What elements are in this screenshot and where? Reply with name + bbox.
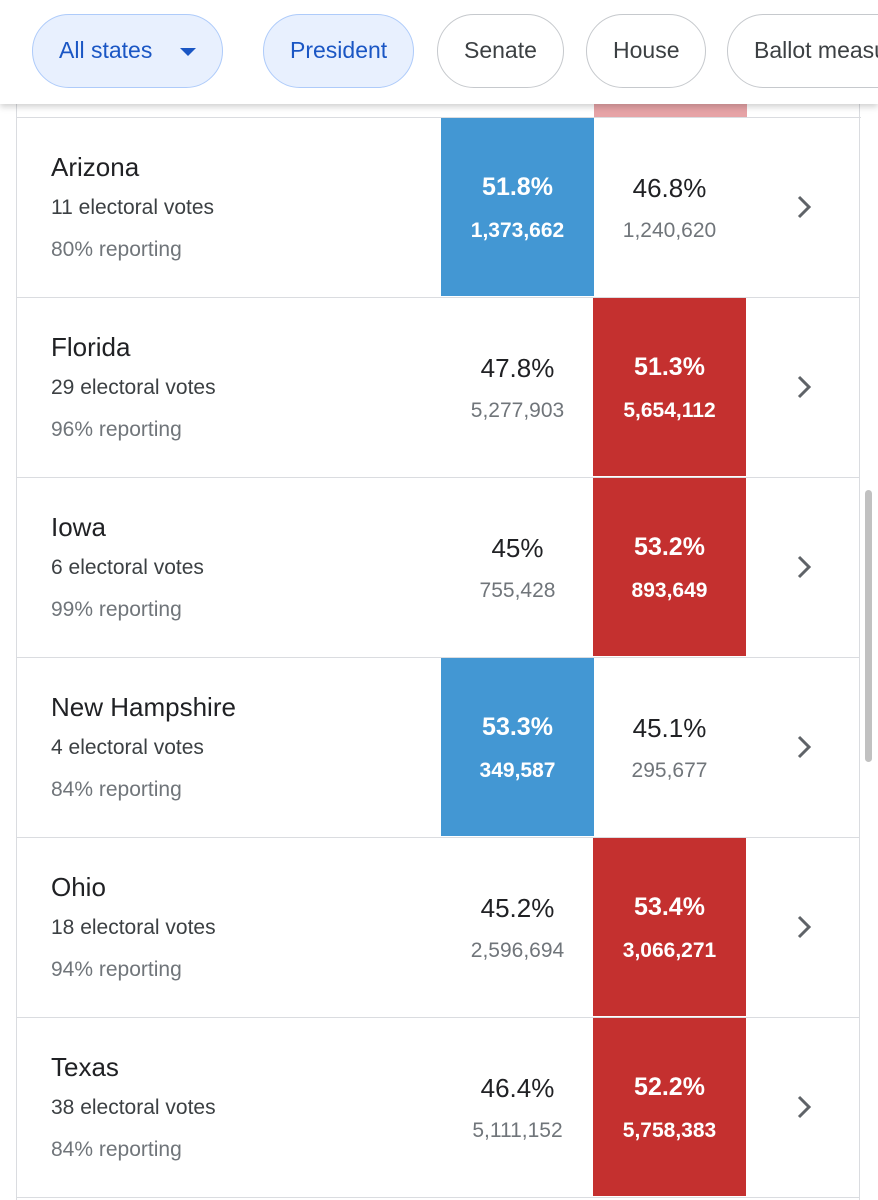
scrollbar (865, 490, 872, 762)
dem-cell: 51.8% 1,373,662 (441, 118, 594, 296)
state-name: Florida (51, 332, 131, 362)
dem-percent: 46.4% (480, 1073, 555, 1103)
rep-votes: 5,758,383 (622, 1119, 717, 1142)
dem-cell: 46.4% 5,111,152 (441, 1018, 594, 1196)
chip-label: Ballot measures (754, 37, 878, 63)
state-row[interactable]: Texas 38 electoral votes 84% reporting 46.4… (16, 1018, 860, 1198)
state-row[interactable]: Iowa 6 electoral votes 99% reporting 45% 755… (16, 478, 860, 658)
partial-cell (594, 104, 747, 118)
dem-percent: 47.8% (480, 353, 555, 383)
rep-cell: 52.2% 5,758,383 (593, 1018, 746, 1196)
results-table (16, 104, 861, 1200)
dem-cell: 45% 755,428 (441, 478, 594, 656)
chevron[interactable] (792, 194, 816, 220)
state-name: Iowa (51, 512, 106, 542)
chevron-shape (797, 375, 812, 399)
filter-chip[interactable]: House (586, 14, 707, 88)
row-divider (17, 117, 861, 118)
dem-percent: 51.8% (482, 173, 553, 201)
rep-percent: 46.8% (632, 173, 707, 203)
state-name: Ohio (51, 872, 106, 902)
filter-chip[interactable]: Senate (437, 14, 564, 88)
chevron[interactable] (792, 1094, 816, 1120)
rep-percent: 53.4% (634, 893, 705, 921)
electoral-votes: 18 electoral votes (51, 916, 216, 939)
dem-cell: 45.2% 2,596,694 (441, 838, 594, 1016)
electoral-votes: 6 electoral votes (51, 556, 204, 579)
rep-cell: 45.1% 295,677 (593, 658, 746, 836)
dem-votes: 755,428 (479, 579, 556, 602)
chevron-shape (797, 555, 812, 579)
dropdown-caret (180, 47, 197, 56)
reporting: 94% reporting (51, 958, 182, 981)
dem-votes: 2,596,694 (470, 939, 565, 962)
dem-percent: 45% (491, 533, 544, 563)
rep-percent: 51.3% (634, 353, 705, 381)
chevron-shape (797, 195, 812, 219)
dem-cell: 47.8% 5,277,903 (441, 298, 594, 476)
dem-percent: 45.2% (480, 893, 555, 923)
rep-votes: 1,240,620 (622, 219, 717, 242)
rep-cell: 53.2% 893,649 (593, 478, 746, 656)
chip-label: Senate (464, 37, 537, 63)
dem-votes: 1,373,662 (470, 219, 565, 242)
chevron-shape (797, 915, 812, 939)
reporting: 99% reporting (51, 598, 182, 621)
filter-chip[interactable]: Ballot measures (727, 14, 878, 88)
chip-label: All states (59, 37, 153, 63)
rep-percent: 52.2% (634, 1073, 705, 1101)
chevron[interactable] (792, 914, 816, 940)
electoral-votes: 11 electoral votes (51, 196, 215, 219)
rep-percent: 53.2% (634, 533, 705, 561)
rep-votes: 893,649 (631, 579, 708, 602)
dem-votes: 5,111,152 (472, 1119, 563, 1142)
dem-votes: 5,277,903 (470, 399, 565, 422)
rep-cell: 46.8% 1,240,620 (593, 118, 746, 296)
state-row[interactable]: Ohio 18 electoral votes 94% reporting 45.2%… (16, 838, 860, 1018)
state-row[interactable]: Florida 29 electoral votes 96% reporting 47… (16, 298, 860, 478)
electoral-votes: 29 electoral votes (51, 376, 216, 399)
chip-label: House (613, 37, 680, 63)
reporting: 96% reporting (51, 418, 182, 441)
state-name: Texas (51, 1052, 119, 1082)
rep-votes: 295,677 (631, 759, 708, 782)
chevron[interactable] (792, 374, 816, 400)
chevron-shape (797, 735, 812, 759)
filter-chip[interactable]: All states (32, 14, 224, 88)
rep-votes: 5,654,112 (623, 399, 716, 422)
electoral-votes: 38 electoral votes (51, 1096, 216, 1119)
chevron[interactable] (792, 734, 816, 760)
dem-cell: 53.3% 349,587 (441, 658, 594, 836)
dem-votes: 349,587 (479, 759, 556, 782)
dem-percent: 53.3% (482, 713, 553, 741)
chevron-shape (797, 1095, 812, 1119)
rep-votes: 3,066,271 (622, 939, 717, 962)
state-row[interactable]: Arizona 11 electoral votes 80% reporting 51… (16, 118, 860, 298)
state-name: Arizona (51, 152, 140, 182)
state-name: New Hampshire (51, 692, 236, 722)
rep-percent: 45.1% (632, 713, 707, 743)
reporting: 84% reporting (51, 1138, 182, 1161)
reporting: 84% reporting (51, 778, 182, 801)
electoral-votes: 4 electoral votes (51, 736, 204, 759)
chip-label: President (290, 37, 388, 63)
chevron[interactable] (792, 554, 816, 580)
state-row[interactable]: New Hampshire 4 electoral votes 84% report… (16, 658, 860, 838)
reporting: 80% reporting (51, 238, 182, 261)
rep-cell: 53.4% 3,066,271 (593, 838, 746, 1016)
filter-bar: All states President Senate House Ballot mea… (0, 0, 878, 104)
filter-chip[interactable]: President (263, 14, 415, 88)
rep-cell: 51.3% 5,654,112 (593, 298, 746, 476)
